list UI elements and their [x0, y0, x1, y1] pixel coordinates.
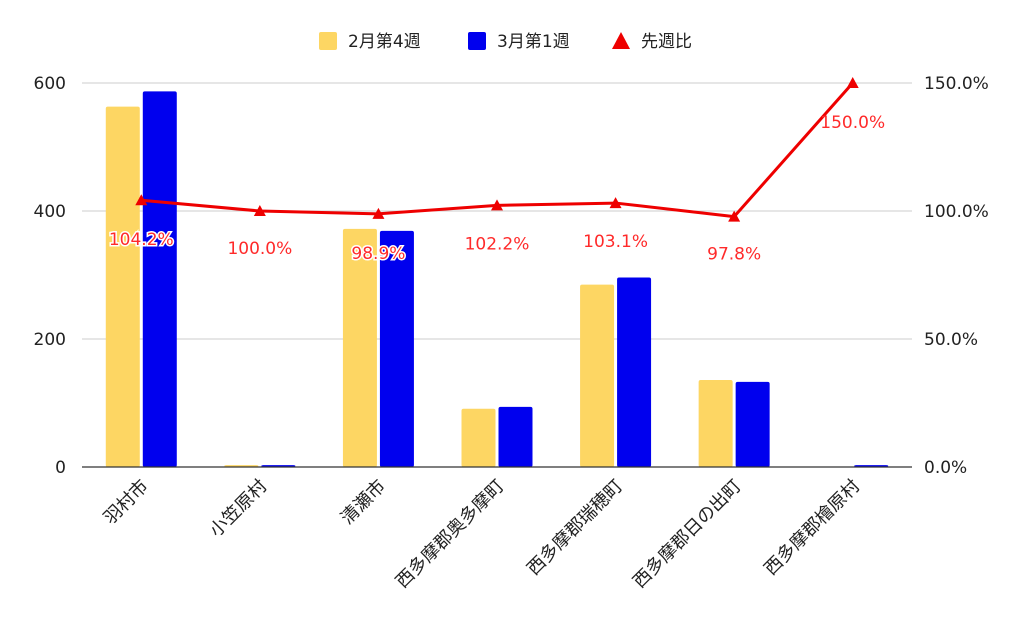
bar-0-0 [105, 106, 140, 468]
legend-label-2: 先週比 [641, 32, 692, 52]
ratio-label-3: 102.2% [465, 234, 530, 254]
ratio-label-1: 100.0% [227, 239, 292, 259]
bar-0-4 [580, 284, 615, 467]
ratio-marker-4 [609, 197, 622, 209]
bar-1-0 [142, 91, 177, 467]
ratio-marker-5 [728, 210, 741, 222]
left-axis-ticks: 0 200 400 600 [34, 74, 66, 478]
bar-1-2 [379, 230, 414, 467]
bars [105, 91, 889, 468]
category-label-2: 清瀬市 [337, 476, 390, 529]
right-tick-2: 100.0% [924, 202, 989, 222]
category-label-0: 羽村市 [100, 476, 153, 529]
category-label-3: 西多摩郡奥多摩町 [392, 476, 509, 593]
bar-0-5 [698, 379, 733, 467]
category-label-5: 西多摩郡日の出町 [629, 476, 746, 593]
category-label-6: 西多摩郡檜原村 [760, 475, 865, 580]
ratio-label-4: 103.1% [583, 232, 648, 252]
bar-1-5 [735, 381, 770, 467]
ratio-label-5: 97.8% [707, 245, 761, 265]
bar-0-3 [461, 408, 496, 467]
right-tick-0: 0.0% [924, 458, 967, 478]
ratio-marker-0 [135, 194, 148, 206]
ratio-label-0: 104.2% [109, 230, 174, 250]
legend-swatch-0 [319, 32, 337, 50]
bar-1-3 [498, 406, 533, 467]
left-tick-1: 200 [34, 330, 66, 350]
bar-1-4 [617, 277, 652, 467]
ratio-marker-2 [372, 207, 385, 219]
ratio-line: 104.2% 100.0% 98.9% 102.2% 103.1% 97.8% 150.0% [107, 77, 885, 265]
right-tick-1: 50.0% [924, 330, 978, 350]
right-tick-3: 150.0% [924, 74, 989, 94]
legend-label-0: 2月第4週 [348, 32, 421, 52]
legend-swatch-1 [468, 32, 486, 50]
right-axis-ticks: 0.0% 50.0% 100.0% 150.0% [924, 74, 989, 478]
legend-swatch-2 [612, 32, 630, 49]
ratio-marker-6 [846, 77, 859, 88]
bar-0-2 [342, 228, 377, 467]
category-label-1: 小笠原村 [206, 476, 272, 542]
category-labels: 羽村市 小笠原村 清瀬市 西多摩郡奥多摩町 西多摩郡瑞穂町 西多摩郡日の出町 西多摩郡檜原村 [100, 475, 864, 592]
gridlines [82, 82, 912, 340]
ratio-marker-3 [491, 199, 503, 211]
legend: 2月第4週 3月第1週 先週比 [319, 32, 692, 52]
left-tick-3: 600 [34, 74, 66, 94]
left-tick-2: 400 [34, 202, 66, 222]
left-tick-0: 0 [55, 458, 66, 478]
ratio-line-path [141, 82, 854, 219]
category-label-4: 西多摩郡瑞穂町 [523, 476, 627, 580]
ratio-marker-1 [253, 205, 266, 216]
ratio-label-2: 98.9% [351, 244, 405, 264]
legend-label-1: 3月第1週 [497, 32, 570, 52]
ratio-label-6: 150.0% [820, 113, 885, 133]
